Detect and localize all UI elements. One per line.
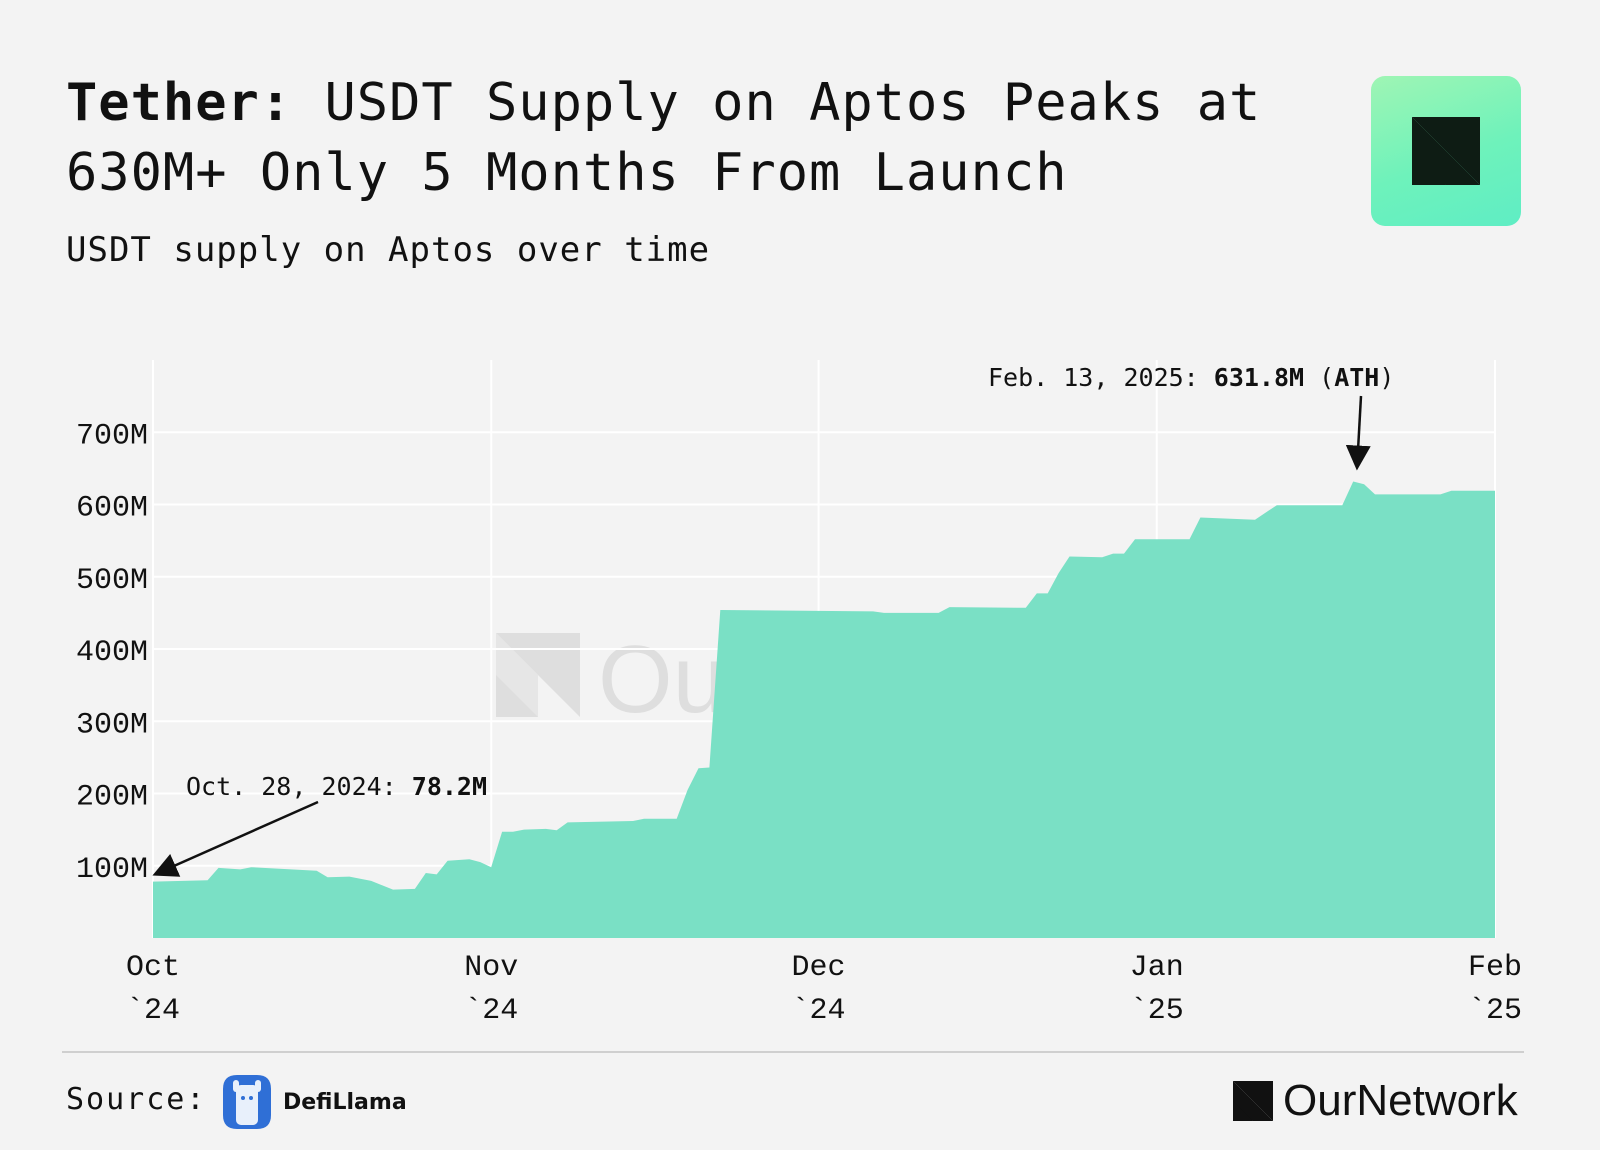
source-name: DefiLlama	[283, 1090, 407, 1115]
x-tick-year: `24	[126, 994, 180, 1028]
chart-title: Tether: USDT Supply on Aptos Peaks at 63…	[66, 68, 1266, 208]
annotation-label: Oct. 28, 2024: 78.2M	[186, 772, 487, 801]
x-tick-month: Oct	[126, 951, 180, 985]
annotation-label: Feb. 13, 2025: 631.8M (ATH)	[988, 363, 1394, 392]
brand-name: OurNetwork	[1283, 1076, 1518, 1125]
x-axis-ticks: Oct `24 Nov `24 Dec `24 Jan `25 Feb `25	[126, 951, 1522, 1028]
x-tick-year: `24	[464, 994, 518, 1028]
y-tick-label: 300M	[76, 708, 148, 742]
brand-logo: OurNetwork	[1233, 1076, 1518, 1125]
x-tick-month: Jan	[1130, 951, 1184, 985]
y-tick-label: 700M	[76, 419, 148, 453]
ournetwork-mark-icon	[1412, 117, 1480, 185]
annotation-arrow	[1345, 395, 1371, 471]
annotation-arrow	[152, 800, 319, 877]
chart-subtitle: USDT supply on Aptos over time	[66, 230, 711, 270]
area-chart: OurNetwork 100M200M300M400M500M600M700M …	[76, 360, 1522, 1028]
series-area	[153, 481, 1495, 938]
x-tick-month: Dec	[792, 951, 846, 985]
x-tick-month: Nov	[464, 951, 518, 985]
x-tick-year: `24	[792, 994, 846, 1028]
defillama-logo-icon	[223, 1075, 271, 1129]
y-tick-label: 500M	[76, 564, 148, 598]
x-tick-month: Feb	[1468, 951, 1522, 985]
y-tick-label: 400M	[76, 636, 148, 670]
y-tick-label: 600M	[76, 492, 148, 526]
title-rest: USDT Supply on Aptos Peaks at 630M+ Only…	[66, 73, 1262, 203]
y-tick-label: 200M	[76, 781, 148, 815]
y-tick-label: 100M	[76, 853, 148, 887]
ournetwork-mark-icon	[1233, 1081, 1273, 1121]
source-label: Source:	[66, 1082, 207, 1117]
footer-divider	[62, 1051, 1524, 1053]
annotations: Oct. 28, 2024: 78.2M Feb. 13, 2025: 631.8…	[152, 363, 1394, 877]
title-bold: Tether:	[66, 73, 293, 133]
x-tick-year: `25	[1130, 994, 1184, 1028]
ournetwork-logo-badge	[1371, 76, 1521, 226]
x-tick-year: `25	[1468, 994, 1522, 1028]
y-axis-ticks: 100M 200M 300M 400M 500M 600M 700M	[76, 419, 148, 887]
